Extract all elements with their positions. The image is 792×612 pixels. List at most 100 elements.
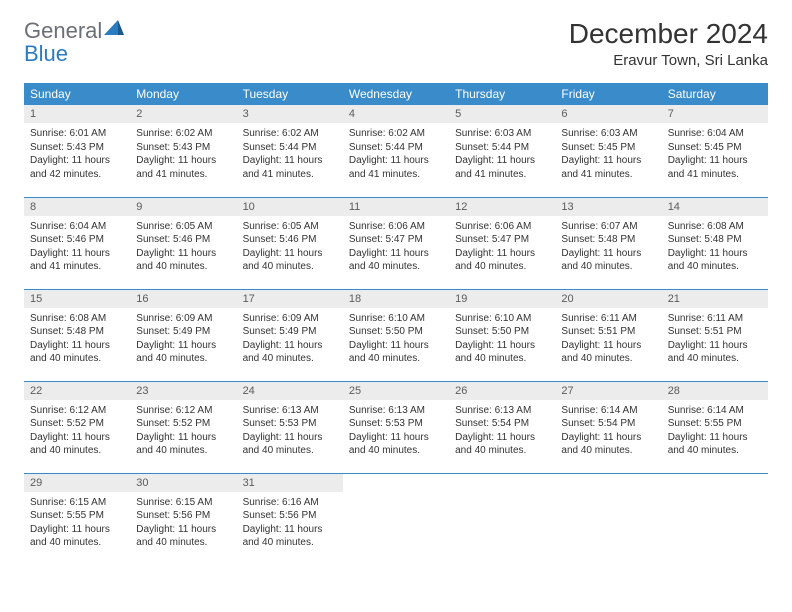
daylight-line: Daylight: 11 hours and 42 minutes.: [30, 154, 124, 181]
sunset-line: Sunset: 5:45 PM: [561, 141, 655, 155]
sunrise-line: Sunrise: 6:05 AM: [136, 220, 230, 234]
weekday-header: Sunday: [24, 83, 130, 105]
sunset-line: Sunset: 5:46 PM: [30, 233, 124, 247]
day-number: 13: [555, 198, 661, 216]
daylight-line: Daylight: 11 hours and 40 minutes.: [243, 247, 337, 274]
calendar-day-cell: 20Sunrise: 6:11 AMSunset: 5:51 PMDayligh…: [555, 289, 661, 381]
calendar-day-cell: 23Sunrise: 6:12 AMSunset: 5:52 PMDayligh…: [130, 381, 236, 473]
calendar-day-cell: 28Sunrise: 6:14 AMSunset: 5:55 PMDayligh…: [662, 381, 768, 473]
logo: General Blue: [24, 18, 124, 66]
day-number: 29: [24, 474, 130, 492]
sunrise-line: Sunrise: 6:05 AM: [243, 220, 337, 234]
calendar-day-cell: 12Sunrise: 6:06 AMSunset: 5:47 PMDayligh…: [449, 197, 555, 289]
daylight-line: Daylight: 11 hours and 40 minutes.: [30, 431, 124, 458]
daylight-line: Daylight: 11 hours and 40 minutes.: [136, 523, 230, 550]
sunrise-line: Sunrise: 6:16 AM: [243, 496, 337, 510]
day-body: Sunrise: 6:15 AMSunset: 5:56 PMDaylight:…: [130, 492, 236, 556]
sunrise-line: Sunrise: 6:13 AM: [243, 404, 337, 418]
daylight-line: Daylight: 11 hours and 41 minutes.: [668, 154, 762, 181]
day-number: 18: [343, 290, 449, 308]
daylight-line: Daylight: 11 hours and 41 minutes.: [561, 154, 655, 181]
sunrise-line: Sunrise: 6:10 AM: [455, 312, 549, 326]
sunset-line: Sunset: 5:50 PM: [455, 325, 549, 339]
day-number: 27: [555, 382, 661, 400]
day-number: 3: [237, 105, 343, 123]
calendar-row: 1Sunrise: 6:01 AMSunset: 5:43 PMDaylight…: [24, 105, 768, 197]
sunrise-line: Sunrise: 6:07 AM: [561, 220, 655, 234]
daylight-line: Daylight: 11 hours and 40 minutes.: [455, 339, 549, 366]
sunset-line: Sunset: 5:48 PM: [30, 325, 124, 339]
day-body: Sunrise: 6:09 AMSunset: 5:49 PMDaylight:…: [130, 308, 236, 372]
day-number: 4: [343, 105, 449, 123]
calendar-day-cell: 21Sunrise: 6:11 AMSunset: 5:51 PMDayligh…: [662, 289, 768, 381]
day-number: 22: [24, 382, 130, 400]
sunrise-line: Sunrise: 6:13 AM: [349, 404, 443, 418]
sunrise-line: Sunrise: 6:11 AM: [561, 312, 655, 326]
calendar-day-cell: 4Sunrise: 6:02 AMSunset: 5:44 PMDaylight…: [343, 105, 449, 197]
sunrise-line: Sunrise: 6:01 AM: [30, 127, 124, 141]
day-body: Sunrise: 6:08 AMSunset: 5:48 PMDaylight:…: [662, 216, 768, 280]
sunset-line: Sunset: 5:55 PM: [668, 417, 762, 431]
day-body: Sunrise: 6:02 AMSunset: 5:44 PMDaylight:…: [343, 123, 449, 187]
calendar-day-cell: 27Sunrise: 6:14 AMSunset: 5:54 PMDayligh…: [555, 381, 661, 473]
sunset-line: Sunset: 5:51 PM: [668, 325, 762, 339]
calendar-day-cell: 10 Sunrise: 6:05 AMSunset: 5:46 PMDayligh…: [237, 197, 343, 289]
calendar-day-cell: 9Sunrise: 6:05 AMSunset: 5:46 PMDaylight…: [130, 197, 236, 289]
calendar-day-cell: 29Sunrise: 6:15 AMSunset: 5:55 PMDayligh…: [24, 473, 130, 565]
sunrise-line: Sunrise: 6:12 AM: [30, 404, 124, 418]
daylight-line: Daylight: 11 hours and 40 minutes.: [561, 247, 655, 274]
sunset-line: Sunset: 5:43 PM: [30, 141, 124, 155]
calendar-day-cell: 31Sunrise: 6:16 AMSunset: 5:56 PMDayligh…: [237, 473, 343, 565]
day-number: 6: [555, 105, 661, 123]
day-body: Sunrise: 6:13 AMSunset: 5:53 PMDaylight:…: [237, 400, 343, 464]
sunrise-line: Sunrise: 6:02 AM: [136, 127, 230, 141]
sunrise-line: Sunrise: 6:02 AM: [243, 127, 337, 141]
day-number: 1: [24, 105, 130, 123]
calendar-day-cell: 2Sunrise: 6:02 AMSunset: 5:43 PMDaylight…: [130, 105, 236, 197]
day-number: 7: [662, 105, 768, 123]
calendar-row: 29Sunrise: 6:15 AMSunset: 5:55 PMDayligh…: [24, 473, 768, 565]
daylight-line: Daylight: 11 hours and 40 minutes.: [30, 339, 124, 366]
sunrise-line: Sunrise: 6:15 AM: [30, 496, 124, 510]
weekday-header: Monday: [130, 83, 236, 105]
day-body: Sunrise: 6:05 AMSunset: 5:46 PMDaylight:…: [130, 216, 236, 280]
day-number: 14: [662, 198, 768, 216]
calendar-day-cell: 18Sunrise: 6:10 AMSunset: 5:50 PMDayligh…: [343, 289, 449, 381]
sunset-line: Sunset: 5:51 PM: [561, 325, 655, 339]
calendar-day-cell: 1 Sunrise: 6:01 AMSunset: 5:43 PMDaylight…: [24, 105, 130, 197]
day-body: Sunrise: 6:06 AMSunset: 5:47 PMDaylight:…: [343, 216, 449, 280]
sunset-line: Sunset: 5:45 PM: [668, 141, 762, 155]
sunrise-line: Sunrise: 6:09 AM: [136, 312, 230, 326]
day-body: Sunrise: 6:13 AMSunset: 5:53 PMDaylight:…: [343, 400, 449, 464]
calendar-empty-cell: [555, 473, 661, 565]
header: General Blue December 2024 Eravur Town, …: [24, 18, 768, 69]
weekday-header: Thursday: [449, 83, 555, 105]
day-body: Sunrise: 6:14 AMSunset: 5:55 PMDaylight:…: [662, 400, 768, 464]
daylight-line: Daylight: 11 hours and 40 minutes.: [455, 431, 549, 458]
sunrise-line: Sunrise: 6:08 AM: [30, 312, 124, 326]
calendar-day-cell: 25Sunrise: 6:13 AMSunset: 5:53 PMDayligh…: [343, 381, 449, 473]
weekday-header-row: Sunday Monday Tuesday Wednesday Thursday…: [24, 83, 768, 105]
sunset-line: Sunset: 5:46 PM: [243, 233, 337, 247]
sunset-line: Sunset: 5:54 PM: [455, 417, 549, 431]
sunset-line: Sunset: 5:56 PM: [243, 509, 337, 523]
daylight-line: Daylight: 11 hours and 40 minutes.: [136, 339, 230, 366]
day-body: Sunrise: 6:04 AMSunset: 5:46 PMDaylight:…: [24, 216, 130, 280]
day-body: Sunrise: 6:10 AMSunset: 5:50 PMDaylight:…: [343, 308, 449, 372]
day-number: 8: [24, 198, 130, 216]
calendar-day-cell: 17Sunrise: 6:09 AMSunset: 5:49 PMDayligh…: [237, 289, 343, 381]
calendar-empty-cell: [449, 473, 555, 565]
day-body: Sunrise: 6:12 AMSunset: 5:52 PMDaylight:…: [24, 400, 130, 464]
day-body: Sunrise: 6:16 AMSunset: 5:56 PMDaylight:…: [237, 492, 343, 556]
day-number: 25: [343, 382, 449, 400]
weekday-header: Wednesday: [343, 83, 449, 105]
day-body: Sunrise: 6:10 AMSunset: 5:50 PMDaylight:…: [449, 308, 555, 372]
logo-word-blue: Blue: [24, 41, 68, 66]
day-body: Sunrise: 6:07 AMSunset: 5:48 PMDaylight:…: [555, 216, 661, 280]
sunset-line: Sunset: 5:44 PM: [349, 141, 443, 155]
day-number: 23: [130, 382, 236, 400]
sunset-line: Sunset: 5:47 PM: [455, 233, 549, 247]
day-number: 10: [237, 198, 343, 216]
day-body: Sunrise: 6:02 AMSunset: 5:43 PMDaylight:…: [130, 123, 236, 187]
daylight-line: Daylight: 11 hours and 41 minutes.: [243, 154, 337, 181]
